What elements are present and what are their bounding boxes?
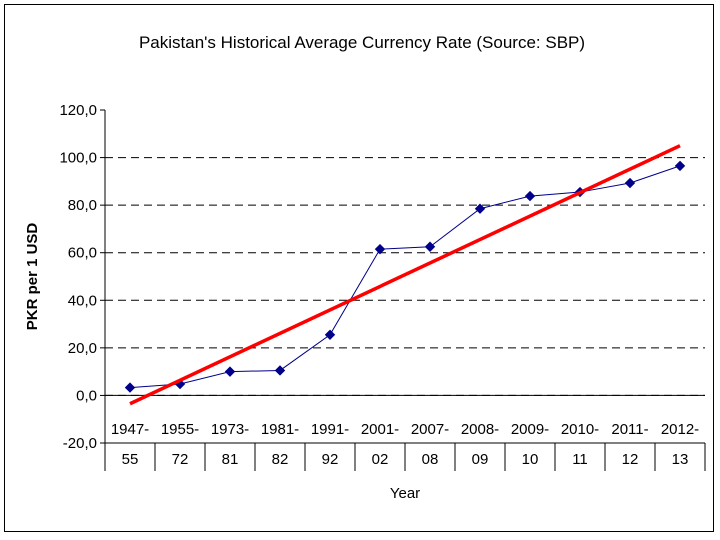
x-tick-label-line1: 2012-: [661, 421, 699, 438]
x-axis-label: Year: [390, 485, 420, 502]
x-tick-label-line2: 13: [672, 451, 689, 468]
x-tick-label-line1: 1991-: [311, 421, 349, 438]
y-tick-label: 20,0: [68, 340, 97, 357]
x-tick-label-line1: 1955-: [161, 421, 199, 438]
x-tick-label-line2: 72: [172, 451, 189, 468]
x-tick-label-line2: 08: [422, 451, 439, 468]
chart-frame: [4, 4, 714, 532]
y-tick-label: -20,0: [63, 435, 97, 452]
data-point: [474, 203, 486, 214]
x-tick-label-line2: 11: [572, 451, 588, 468]
data-point: [624, 177, 636, 189]
trendline-group: [129, 144, 681, 406]
x-tick-label-line2: 92: [322, 451, 339, 468]
x-tick-label-line1: 2007-: [411, 421, 449, 438]
x-tick-label-line2: 09: [472, 451, 489, 468]
trendline: [129, 144, 681, 406]
data-point: [274, 365, 286, 376]
axes: [100, 109, 706, 471]
y-tick-label: 80,0: [68, 197, 97, 214]
y-tick-labels: -20,0 0,0 20,0 40,0 60,0 80,0 100,0 120,0: [59, 102, 97, 452]
x-tick-label-line1: 2008-: [461, 421, 499, 438]
x-tick-label-line2: 02: [372, 451, 389, 468]
data-series: [124, 160, 686, 393]
y-tick-label: 40,0: [68, 292, 97, 309]
x-tick-label-line1: 2010-: [561, 421, 599, 438]
x-tick-label-line1: 2009-: [511, 421, 549, 438]
series-line: [129, 165, 681, 389]
x-tick-label-line1: 1947-: [111, 421, 149, 438]
data-point: [424, 241, 436, 252]
x-tick-label-line2: 10: [522, 451, 539, 468]
x-tick-label-line2: 82: [272, 451, 289, 468]
data-point: [124, 382, 136, 393]
x-tick-label-line2: 81: [222, 451, 239, 468]
x-tick-label-line2: 12: [622, 451, 639, 468]
y-tick-label: 60,0: [68, 245, 97, 262]
y-axis-label: PKR per 1 USD: [24, 223, 41, 331]
data-point: [224, 366, 236, 377]
x-tick-label-line2: 55: [122, 451, 139, 468]
x-tick-label-line1: 2011-: [611, 421, 648, 438]
x-tick-label-line1: 2001-: [361, 421, 399, 438]
data-point: [374, 243, 386, 255]
x-tick-label-line1: 1981-: [261, 421, 299, 438]
chart-title: Pakistan's Historical Average Currency R…: [139, 33, 585, 52]
data-point: [324, 329, 336, 340]
x-tick-label-line1: 1973-: [211, 421, 249, 438]
x-tick-labels: 1947- 55 1955- 72 1973- 81 1981- 82 1991- 92 2001-…: [111, 421, 699, 468]
y-tick-label: 120,0: [59, 102, 97, 119]
y-tick-label: 0,0: [76, 387, 97, 404]
data-point: [674, 160, 686, 172]
y-tick-label: 100,0: [59, 150, 97, 167]
data-point: [524, 190, 536, 202]
